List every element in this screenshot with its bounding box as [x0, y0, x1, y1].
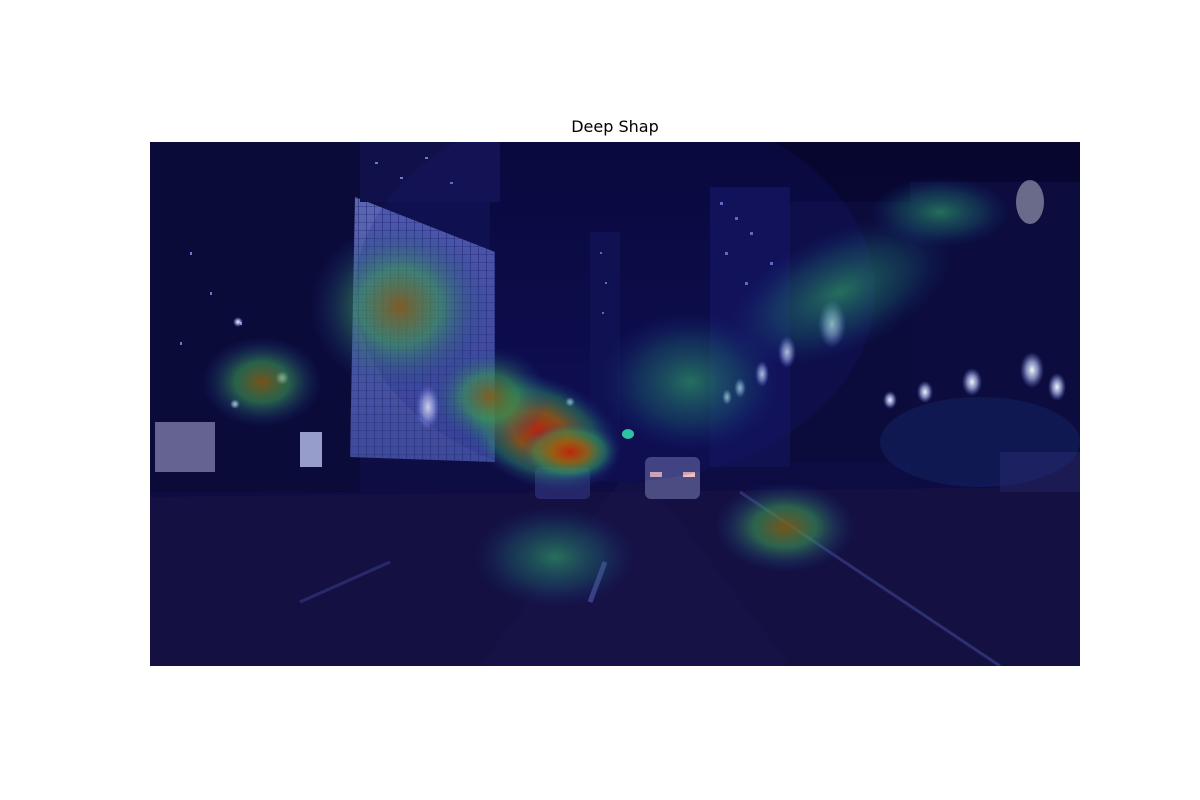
heatmap-image	[150, 142, 1080, 666]
attribution-heatmap	[202, 142, 1080, 607]
figure-title: Deep Shap	[571, 117, 659, 136]
heatmap-image-panel	[150, 142, 1080, 666]
